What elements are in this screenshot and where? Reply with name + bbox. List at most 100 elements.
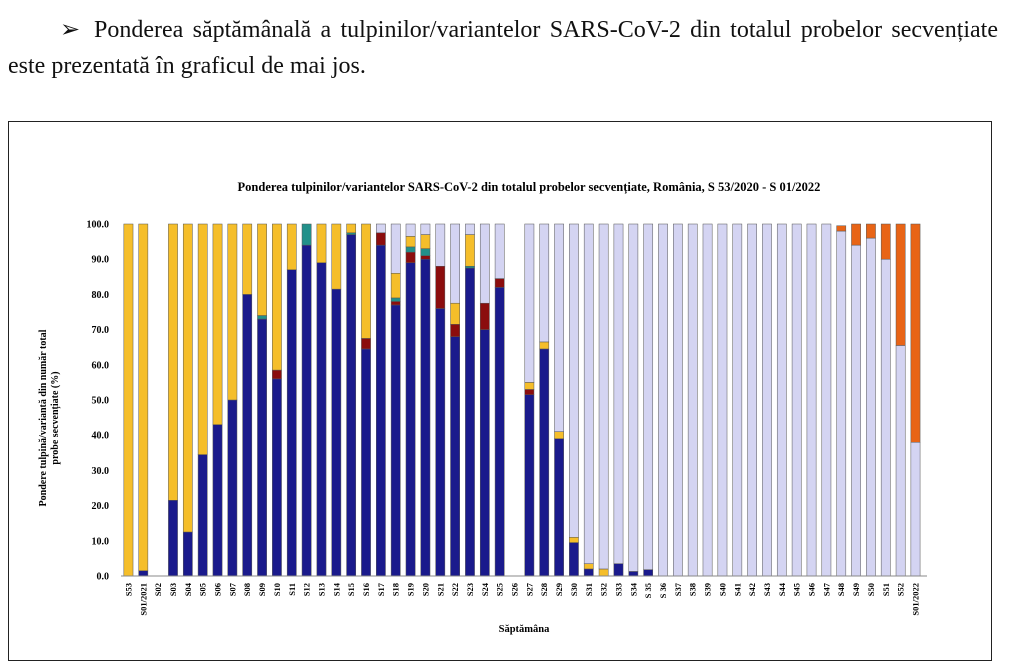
bar-segment-beta bbox=[405, 251, 416, 263]
y-tick-label: 10.0 bbox=[92, 536, 110, 547]
y-tick-label: 60.0 bbox=[92, 360, 110, 371]
bar-segment-other bbox=[286, 223, 297, 271]
y-tick-label: 30.0 bbox=[92, 466, 110, 477]
bar-segment-omicron bbox=[910, 223, 921, 443]
bar-segment-alpha bbox=[643, 569, 654, 577]
y-tick-label: 70.0 bbox=[92, 325, 110, 336]
bar-segment-other bbox=[123, 223, 134, 577]
y-axis-ticks: 0.0 10.0 20.0 30.0 40.0 50.0 60.0 70.0 80.0 90.0 1… bbox=[87, 220, 110, 583]
y-tick-label: 20.0 bbox=[92, 501, 110, 512]
x-tick-label: S17 bbox=[376, 582, 386, 596]
bar-segment-delta bbox=[479, 223, 490, 304]
y-tick-label: 100.0 bbox=[87, 220, 110, 231]
bar-segment-other bbox=[331, 223, 342, 290]
bar-segment-beta bbox=[376, 232, 386, 246]
bar-segment-delta bbox=[687, 223, 698, 577]
x-tick-label: S 36 bbox=[658, 583, 668, 598]
x-tick-label: S07 bbox=[227, 582, 237, 596]
x-tick-label: S53 bbox=[123, 583, 133, 596]
x-tick-label: S25 bbox=[495, 583, 505, 596]
bar-segment-delta bbox=[673, 223, 683, 577]
x-tick-label: S33 bbox=[613, 583, 623, 596]
bar-segment-alpha bbox=[539, 348, 550, 577]
bar-segment-other bbox=[138, 223, 149, 571]
bar-segment-other bbox=[583, 563, 594, 570]
y-axis-label-line2: probe secvențiate (%) bbox=[50, 371, 61, 464]
bar-segment-delta bbox=[643, 223, 654, 570]
bar-segment-other bbox=[197, 223, 208, 455]
bar-segment-alpha bbox=[405, 262, 416, 577]
x-tick-label: S16 bbox=[361, 583, 371, 596]
bar-segment-beta bbox=[272, 369, 282, 380]
y-axis-label: Pondere tulpină/variantă din număr total… bbox=[38, 329, 61, 506]
x-axis-label: Săptămâna bbox=[499, 624, 551, 635]
bar-segment-alpha bbox=[138, 570, 149, 577]
bar-segment-delta bbox=[613, 223, 624, 564]
bar-segment-alpha bbox=[182, 531, 193, 577]
x-tick-label: S04 bbox=[183, 582, 193, 596]
bar-segment-alpha bbox=[346, 234, 357, 577]
bar-segment-other bbox=[242, 223, 253, 295]
bar-segment-alpha bbox=[628, 571, 639, 577]
x-tick-label: S27 bbox=[524, 582, 534, 596]
x-tick-label: S41 bbox=[732, 583, 742, 596]
x-tick-label: S01/2022 bbox=[910, 583, 920, 616]
x-tick-label: S22 bbox=[450, 583, 460, 596]
x-tick-label: S32 bbox=[599, 583, 609, 596]
y-tick-label: 0.0 bbox=[97, 572, 110, 583]
bar-segment-delta bbox=[420, 223, 431, 235]
x-tick-label: S42 bbox=[747, 583, 757, 596]
bar-segment-other bbox=[182, 223, 193, 533]
x-tick-label: S09 bbox=[257, 583, 267, 596]
x-tick-label: S23 bbox=[465, 583, 475, 596]
x-tick-label: S47 bbox=[821, 582, 831, 596]
x-tick-label: S03 bbox=[168, 583, 178, 596]
x-tick-label: S29 bbox=[554, 583, 564, 596]
bar-segment-delta bbox=[524, 223, 535, 383]
y-tick-label: 40.0 bbox=[92, 431, 110, 442]
bar-segment-alpha bbox=[390, 304, 401, 577]
bar-segment-alpha bbox=[524, 394, 535, 577]
bar-segment-alpha bbox=[554, 438, 564, 577]
bar-segment-delta bbox=[821, 223, 832, 577]
bar-segment-delta bbox=[628, 223, 639, 572]
x-tick-label: S12 bbox=[302, 583, 312, 596]
bar-segment-alpha bbox=[286, 269, 297, 577]
bar-segment-other bbox=[168, 223, 178, 501]
bar-segment-beta bbox=[524, 389, 535, 395]
x-tick-label: S38 bbox=[688, 583, 698, 596]
bar-segment-alpha bbox=[435, 308, 446, 577]
bar-segment-alpha bbox=[257, 318, 267, 577]
intro-paragraph: ➢ Ponderea săptămânală a tulpinilor/varia… bbox=[8, 12, 998, 84]
x-tick-label: S46 bbox=[807, 583, 817, 596]
bar-segment-delta bbox=[762, 223, 772, 577]
bar-segment-delta bbox=[569, 223, 579, 538]
bar-segment-beta bbox=[390, 301, 401, 306]
x-tick-label: S18 bbox=[391, 583, 401, 596]
x-tick-label: S43 bbox=[762, 583, 772, 596]
bar-segment-delta bbox=[405, 223, 416, 237]
y-tick-label: 50.0 bbox=[92, 396, 110, 407]
x-axis-ticks: S53 S01/2021 S02 S03 S04 S05 S06 S07 S08 S09 S10 S1… bbox=[123, 582, 920, 615]
bar-segment-other bbox=[272, 223, 282, 371]
bar-segment-delta bbox=[465, 223, 475, 235]
bar-segment-other bbox=[450, 302, 460, 325]
bar-segment-gamma bbox=[257, 315, 267, 320]
y-tick-label: 80.0 bbox=[92, 290, 110, 301]
bar-segment-delta bbox=[435, 223, 446, 267]
bar-segment-delta bbox=[895, 345, 906, 577]
x-tick-label: S49 bbox=[851, 583, 861, 596]
bar-segment-delta bbox=[390, 223, 401, 274]
bar-segment-delta bbox=[494, 223, 505, 279]
bar-segment-delta bbox=[776, 223, 787, 577]
bar-segment-delta bbox=[583, 223, 594, 564]
x-tick-label: S24 bbox=[480, 582, 490, 596]
stacked-bar-chart: Ponderea tulpinilor/variantelor SARS-CoV… bbox=[38, 180, 927, 635]
bar-segment-delta bbox=[717, 223, 728, 577]
bar-segment-alpha bbox=[301, 244, 312, 577]
bar-segment-gamma bbox=[405, 246, 416, 253]
x-tick-label: S26 bbox=[510, 583, 520, 596]
bar-segment-alpha bbox=[450, 336, 460, 577]
x-tick-label: S20 bbox=[420, 583, 430, 596]
x-tick-label: S02 bbox=[153, 583, 163, 596]
